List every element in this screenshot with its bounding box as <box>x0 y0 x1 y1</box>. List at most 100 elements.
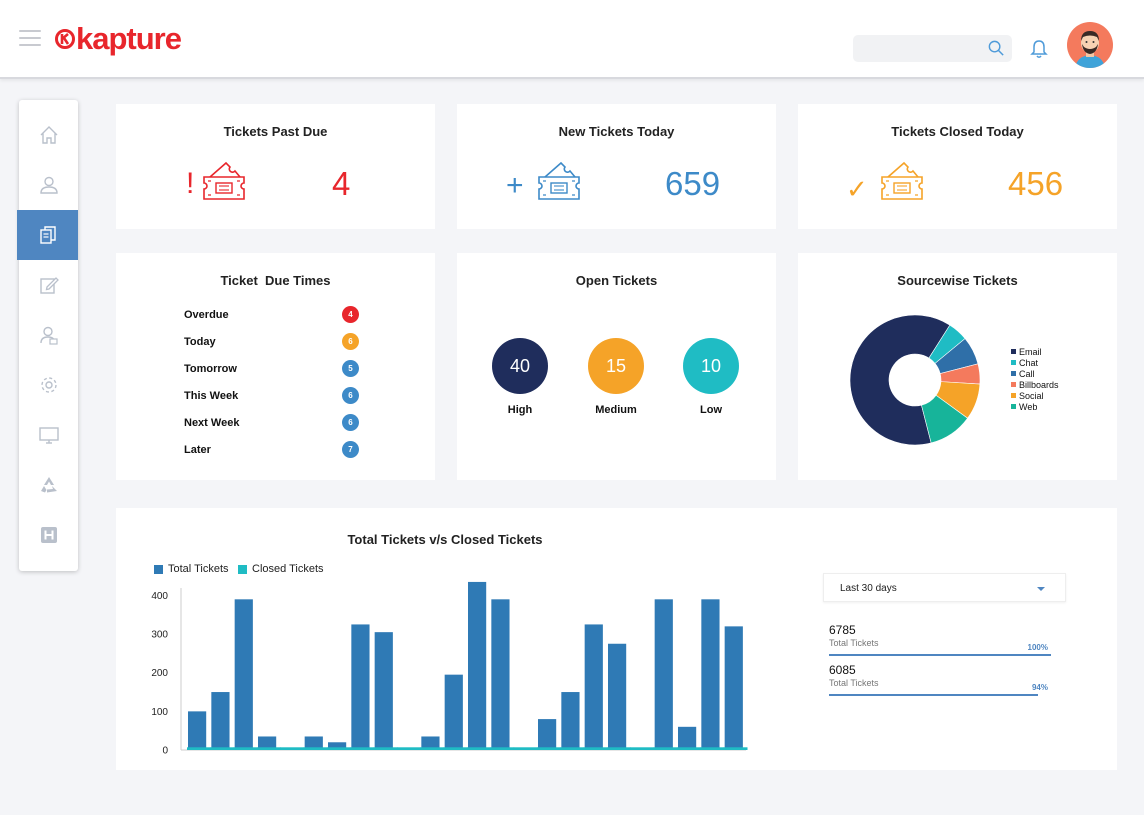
chevron-down-icon <box>1037 587 1045 591</box>
bar-closed-tickets[interactable] <box>537 747 561 750</box>
bar-closed-tickets[interactable] <box>700 747 725 750</box>
bar-total-tickets[interactable] <box>608 643 627 750</box>
bar-closed-tickets[interactable] <box>397 747 421 750</box>
bar-total-tickets[interactable] <box>328 742 347 750</box>
legend-swatch <box>1011 382 1016 387</box>
bar-closed-tickets[interactable] <box>257 747 281 750</box>
bar-closed-tickets[interactable] <box>280 747 305 750</box>
bar-closed-tickets[interactable] <box>630 747 655 750</box>
bar-total-tickets[interactable] <box>304 736 323 750</box>
card-tickets-past-due: Tickets Past Due ! 4 <box>116 104 435 229</box>
bar-total-tickets[interactable] <box>421 736 440 750</box>
bar-total-tickets[interactable] <box>188 711 207 750</box>
sidebar-item-user[interactable] <box>19 160 78 210</box>
legend-label: Email <box>1019 347 1042 357</box>
bar-closed-tickets[interactable] <box>467 747 491 750</box>
due-time-row[interactable]: Later 7 <box>184 441 364 461</box>
user-avatar[interactable] <box>1067 22 1113 68</box>
due-time-row[interactable]: This Week 6 <box>184 387 364 407</box>
due-time-row[interactable]: Overdue 4 <box>184 306 364 326</box>
priority-count-high[interactable]: 40 <box>492 338 548 394</box>
bar-closed-tickets[interactable] <box>443 747 468 750</box>
y-tick-label: 200 <box>151 668 168 679</box>
bar-closed-tickets[interactable] <box>187 747 211 750</box>
due-time-label: Next Week <box>184 417 240 429</box>
logo-text: kapture <box>76 21 182 56</box>
summary-value: 6085 <box>829 663 856 677</box>
card-open-tickets: Open Tickets 40 High 15 Medium 10 Low <box>457 253 776 480</box>
search-box[interactable] <box>853 35 1012 62</box>
legend-label: Billboards <box>1019 380 1059 390</box>
bar-closed-tickets[interactable] <box>560 747 585 750</box>
sidebar-item-recycle[interactable] <box>19 460 78 510</box>
bar-closed-tickets[interactable] <box>210 747 235 750</box>
due-time-row[interactable]: Next Week 6 <box>184 414 364 434</box>
sidebar-item-home[interactable] <box>19 110 78 160</box>
sidebar-item-contacts[interactable] <box>19 310 78 360</box>
date-range-dropdown[interactable]: Last 30 days <box>823 573 1066 602</box>
bar-closed-tickets[interactable] <box>327 747 351 750</box>
bar-closed-tickets[interactable] <box>723 747 748 750</box>
priority-count-low[interactable]: 10 <box>683 338 739 394</box>
bar-closed-tickets[interactable] <box>607 747 631 750</box>
top-header: kapture <box>0 0 1144 79</box>
due-time-row[interactable]: Today 6 <box>184 333 364 353</box>
recycle-icon <box>40 477 57 493</box>
bar-closed-tickets[interactable] <box>677 747 701 750</box>
bar-total-tickets[interactable] <box>374 632 393 750</box>
bar-total-tickets[interactable] <box>491 599 510 750</box>
bar-total-tickets[interactable] <box>351 624 370 750</box>
bar-total-tickets[interactable] <box>468 581 487 750</box>
bar-total-tickets[interactable] <box>444 674 463 750</box>
bar-total-tickets[interactable] <box>538 719 557 750</box>
bar-total-tickets[interactable] <box>724 626 743 750</box>
sidebar-item-settings[interactable] <box>19 360 78 410</box>
legend-item-social: Social <box>1011 391 1044 402</box>
legend-total-tickets: Total Tickets <box>154 563 229 575</box>
y-tick-label: 300 <box>151 630 168 641</box>
bar-closed-tickets[interactable] <box>420 747 445 750</box>
bar-closed-tickets[interactable] <box>490 747 515 750</box>
bar-closed-tickets[interactable] <box>303 747 328 750</box>
search-icon[interactable] <box>987 39 1006 58</box>
priority-count-medium[interactable]: 15 <box>588 338 644 394</box>
kapture-logo[interactable]: kapture <box>55 21 182 56</box>
summary-percent: 94% <box>1031 683 1048 692</box>
card-title: Sourcewise Tickets <box>897 273 1018 288</box>
bar-closed-tickets[interactable] <box>350 747 375 750</box>
check-sign: ✓ <box>846 174 868 204</box>
menu-icon[interactable] <box>19 30 41 46</box>
sidebar-item-edit[interactable] <box>19 260 78 310</box>
count-badge: 4 <box>342 306 359 323</box>
count-badge: 6 <box>342 387 359 404</box>
bar-closed-tickets[interactable] <box>233 747 258 750</box>
bar-closed-tickets[interactable] <box>653 747 678 750</box>
bar-closed-tickets[interactable] <box>373 747 398 750</box>
card-title: Tickets Closed Today <box>891 124 1024 139</box>
legend-label: Web <box>1019 402 1038 412</box>
search-input[interactable] <box>853 35 978 62</box>
sidebar-item-monitor[interactable] <box>19 410 78 460</box>
stat-value: 659 <box>665 165 721 202</box>
y-tick-label: 100 <box>151 707 168 718</box>
bar-total-tickets[interactable] <box>561 692 580 750</box>
bar-total-tickets[interactable] <box>701 599 720 750</box>
date-range-value: Last 30 days <box>840 583 897 594</box>
bar-total-tickets[interactable] <box>654 599 673 750</box>
bell-icon[interactable] <box>1029 38 1049 60</box>
summary-closed: 6085 Total Tickets 94% <box>829 663 1051 696</box>
bar-total-tickets[interactable] <box>584 624 603 750</box>
donut-slice-web[interactable] <box>921 394 969 444</box>
donut-slice-email[interactable] <box>849 314 951 446</box>
due-time-label: This Week <box>184 390 239 402</box>
sidebar-item-documents[interactable] <box>17 210 78 260</box>
bar-total-tickets[interactable] <box>258 736 277 750</box>
bar-total-tickets[interactable] <box>211 692 230 750</box>
sidebar-item-h[interactable] <box>19 510 78 560</box>
bar-closed-tickets[interactable] <box>583 747 608 750</box>
card-title: New Tickets Today <box>558 124 675 139</box>
bar-total-tickets[interactable] <box>234 599 253 750</box>
due-time-row[interactable]: Tomorrow 5 <box>184 360 364 380</box>
bar-total-tickets[interactable] <box>678 726 697 750</box>
bar-closed-tickets[interactable] <box>513 747 538 750</box>
